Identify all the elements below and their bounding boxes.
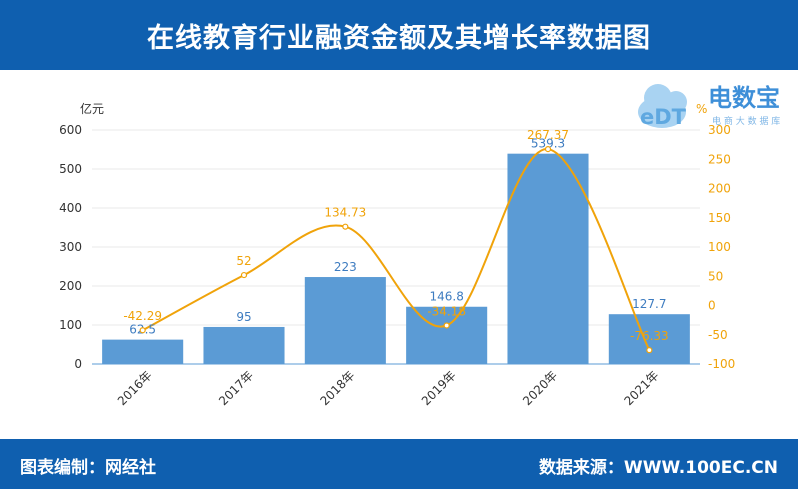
line-value-label: 134.73 <box>324 206 366 220</box>
y-tick-label: 200 <box>59 279 82 293</box>
x-tick-label: 2021年 <box>621 368 661 408</box>
bar <box>304 277 386 364</box>
logo-mark: eDT <box>640 105 687 129</box>
bar-value-label: 127.7 <box>632 297 666 311</box>
chart-title: 在线教育行业融资金额及其增长率数据图 <box>147 22 651 54</box>
y2-axis-title: % <box>696 102 707 116</box>
bar <box>102 339 184 364</box>
y-axis-title: 亿元 <box>80 101 104 116</box>
logo: eDT 电数宝 电 商 大 数 据 库 <box>638 84 780 129</box>
y-tick-label: 100 <box>59 318 82 332</box>
line-point <box>646 347 653 354</box>
line-value-label: 52 <box>236 254 251 268</box>
cloud-icon <box>638 84 687 128</box>
y2-tick-label: -50 <box>708 328 728 342</box>
logo-tagline: 电 商 大 数 据 库 <box>712 115 780 127</box>
line-value-label: 267.37 <box>527 128 569 142</box>
y2-tick-label: 300 <box>708 123 731 137</box>
logo-brand: 电数宝 <box>708 84 780 112</box>
y2-tick-label: -100 <box>708 357 735 371</box>
line-value-label: -76.33 <box>630 329 669 343</box>
x-tick-label: 2016年 <box>115 368 155 408</box>
y-tick-label: 300 <box>59 240 82 254</box>
chart: 0 100 200 300 400 500 600 -100 -50 0 50 100 150 200 25… <box>59 101 735 408</box>
x-tick-label: 2018年 <box>317 368 357 408</box>
y2-tick-label: 150 <box>708 211 731 225</box>
y2-tick-label: 100 <box>708 240 731 254</box>
y-tick-label: 500 <box>59 162 82 176</box>
bar-value-label: 95 <box>236 310 251 324</box>
x-tick-label: 2017年 <box>216 368 256 408</box>
line-point <box>139 327 146 334</box>
x-tick-label: 2019年 <box>419 368 459 408</box>
footer-editor: 图表编制：网经社 <box>20 458 156 478</box>
header-bar: 在线教育行业融资金额及其增长率数据图 <box>0 0 798 70</box>
bar <box>203 326 285 364</box>
bar <box>507 153 589 364</box>
y2-tick-label: 0 <box>708 299 716 313</box>
line-point <box>240 271 248 279</box>
line-point <box>544 145 552 153</box>
x-tick-label: 2020年 <box>520 368 560 408</box>
footer-bar: 图表编制：网经社 数据来源：WWW.100EC.CN <box>0 439 798 489</box>
footer-source: 数据来源：WWW.100EC.CN <box>538 458 778 478</box>
y-tick-label: 400 <box>59 201 82 215</box>
bar-value-label: 223 <box>334 260 357 274</box>
y2-tick-label: 50 <box>708 269 723 283</box>
line-point <box>342 223 349 230</box>
line-point <box>443 322 450 329</box>
y2-tick-label: 250 <box>708 152 731 166</box>
y2-tick-label: 200 <box>708 182 731 196</box>
bar-value-label: 539.3 <box>531 137 565 151</box>
bar <box>608 314 690 364</box>
y-tick-label: 600 <box>59 123 82 137</box>
line-value-label: -34.18 <box>427 304 466 318</box>
bar-value-label: 146.8 <box>429 290 463 304</box>
y-tick-label: 0 <box>74 357 82 371</box>
line-value-label: -42.29 <box>123 309 162 323</box>
